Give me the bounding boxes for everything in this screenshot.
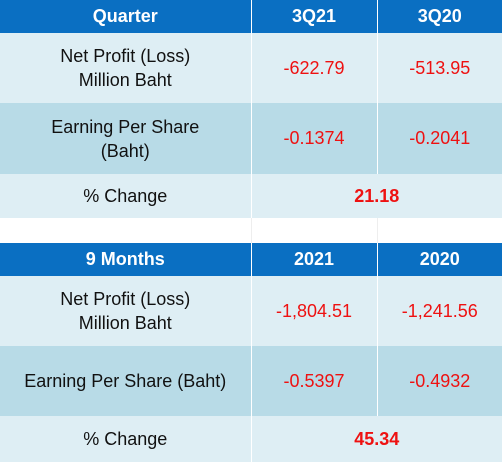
eps-label-line2: (Baht) bbox=[100, 140, 150, 161]
net-profit-label-line1: Net Profit (Loss) bbox=[60, 46, 191, 66]
change-value: 45.34 bbox=[251, 416, 502, 462]
nine-months-change-row: % Change 45.34 bbox=[0, 416, 502, 462]
table-spacer bbox=[0, 218, 502, 243]
net-profit-label: Net Profit (Loss) Million Baht bbox=[0, 276, 252, 346]
net-profit-2020: -1,241.56 bbox=[377, 276, 502, 346]
quarter-header-row: Quarter 3Q21 3Q20 bbox=[0, 0, 502, 33]
eps-2021: -0.5397 bbox=[251, 346, 378, 416]
spacer-divider bbox=[377, 218, 378, 243]
eps-label: Earning Per Share (Baht) bbox=[0, 346, 252, 416]
net-profit-3q21: -622.79 bbox=[251, 33, 378, 103]
net-profit-label-line2: Million Baht bbox=[78, 313, 172, 333]
eps-label: Earning Per Share (Baht) bbox=[0, 103, 252, 174]
quarter-header-3q21: 3Q21 bbox=[251, 0, 378, 33]
net-profit-label-line1: Net Profit (Loss) bbox=[60, 289, 191, 309]
eps-3q20: -0.2041 bbox=[377, 103, 502, 174]
quarter-eps-row: Earning Per Share (Baht) -0.1374 -0.2041 bbox=[0, 103, 502, 174]
nine-months-eps-row: Earning Per Share (Baht) -0.5397 -0.4932 bbox=[0, 346, 502, 416]
eps-3q21: -0.1374 bbox=[251, 103, 378, 174]
eps-label-line1: Earning Per Share bbox=[51, 116, 200, 137]
net-profit-label-line2: Million Baht bbox=[78, 70, 172, 90]
spacer-divider bbox=[251, 218, 252, 243]
nine-months-header-2020: 2020 bbox=[377, 243, 502, 276]
net-profit-3q20: -513.95 bbox=[377, 33, 502, 103]
quarter-header-label: Quarter bbox=[0, 0, 252, 33]
net-profit-label: Net Profit (Loss) Million Baht bbox=[0, 33, 252, 103]
net-profit-2021: -1,804.51 bbox=[251, 276, 378, 346]
quarter-change-row: % Change 21.18 bbox=[0, 174, 502, 218]
change-label: % Change bbox=[0, 174, 252, 218]
quarter-results-table: Quarter 3Q21 3Q20 Net Profit (Loss) Mill… bbox=[0, 0, 502, 218]
eps-2020: -0.4932 bbox=[377, 346, 502, 416]
nine-months-header-row: 9 Months 2021 2020 bbox=[0, 243, 502, 276]
nine-months-header-2021: 2021 bbox=[251, 243, 378, 276]
change-label: % Change bbox=[0, 416, 252, 462]
quarter-net-profit-row: Net Profit (Loss) Million Baht -622.79 -… bbox=[0, 33, 502, 103]
nine-months-results-table: 9 Months 2021 2020 Net Profit (Loss) Mil… bbox=[0, 243, 502, 462]
nine-months-header-label: 9 Months bbox=[0, 243, 252, 276]
nine-months-net-profit-row: Net Profit (Loss) Million Baht -1,804.51… bbox=[0, 276, 502, 346]
change-value: 21.18 bbox=[251, 174, 502, 218]
quarter-header-3q20: 3Q20 bbox=[377, 0, 502, 33]
